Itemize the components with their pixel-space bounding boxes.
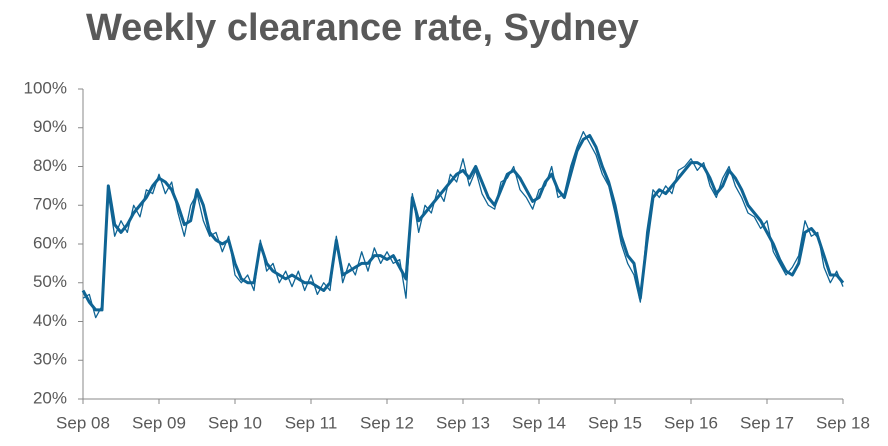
x-tick-label: Sep 18 [816, 413, 870, 432]
chart-title: Weekly clearance rate, Sydney [86, 7, 639, 49]
y-tick-label: 20% [33, 388, 67, 407]
y-tick-label: 70% [33, 195, 67, 214]
x-tick-label: Sep 17 [740, 413, 794, 432]
y-tick-label: 100% [24, 78, 67, 97]
y-tick-label: 30% [33, 350, 67, 369]
x-tick-label: Sep 10 [208, 413, 262, 432]
x-tick-label: Sep 08 [56, 413, 110, 432]
series-line [81, 134, 845, 312]
x-tick-label: Sep 14 [512, 413, 566, 432]
x-tick-label: Sep 16 [664, 413, 718, 432]
y-tick-label: 50% [33, 272, 67, 291]
y-tick-label: 40% [33, 311, 67, 330]
y-tick-label: 80% [33, 156, 67, 175]
x-tick-label: Sep 11 [285, 413, 338, 432]
x-tick-label: Sep 12 [360, 413, 414, 432]
x-tick-label: Sep 13 [436, 413, 490, 432]
series-line [82, 130, 844, 319]
y-tick-label: 90% [33, 117, 67, 136]
x-tick-label: Sep 15 [588, 413, 642, 432]
x-tick-label: Sep 09 [132, 413, 186, 432]
y-tick-label: 60% [33, 233, 67, 252]
